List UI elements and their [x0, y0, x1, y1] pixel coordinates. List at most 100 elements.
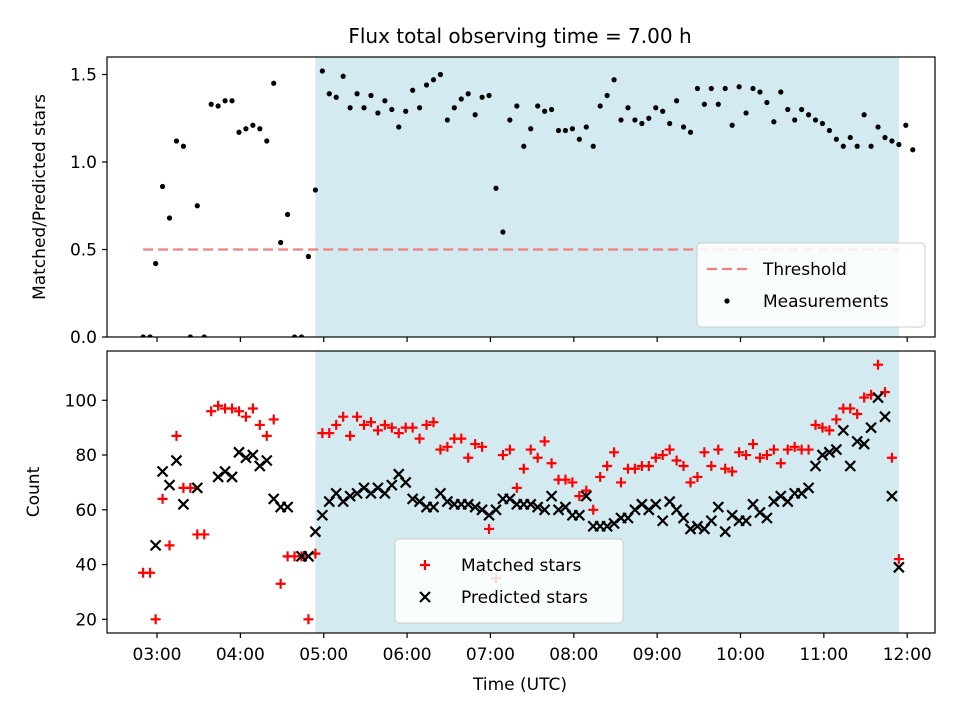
- measurement-point: [868, 143, 874, 149]
- measurement-point: [437, 71, 444, 78]
- matched-point: [227, 403, 238, 414]
- matched-point: [831, 414, 842, 425]
- measurement-point: [514, 103, 520, 109]
- measurement-point: [222, 98, 228, 104]
- predicted-point: [441, 495, 454, 508]
- matched-point: [470, 439, 481, 450]
- matched-point: [518, 463, 529, 474]
- matched-point: [233, 406, 244, 417]
- axes-frame: [106, 350, 936, 634]
- measurement-point: [701, 101, 707, 107]
- measurement-point: [597, 103, 603, 109]
- matched-point: [581, 485, 592, 496]
- measurement-point: [785, 106, 791, 113]
- measurement-point: [354, 91, 360, 97]
- legend: Matched stars Predicted stars: [394, 538, 624, 624]
- matched-point: [463, 452, 474, 463]
- matched-point: [699, 447, 710, 458]
- matched-point: [393, 428, 404, 439]
- measurement-point: [326, 91, 332, 97]
- legend-label: Threshold: [762, 260, 847, 280]
- y-tick-label: 1.5: [70, 66, 97, 86]
- matched-point: [407, 422, 418, 433]
- series-predicted-stars: [149, 391, 905, 574]
- measurement-point: [792, 117, 798, 123]
- legend-label: Measurements: [763, 292, 889, 312]
- measurement-point: [889, 138, 895, 144]
- measurement-point: [194, 203, 200, 209]
- measurement-point: [312, 187, 318, 193]
- measurement-point: [382, 98, 388, 104]
- measurement-point: [764, 99, 770, 106]
- measurement-point: [660, 108, 666, 114]
- matched-point: [324, 428, 335, 439]
- measurement-point: [903, 122, 909, 128]
- x-axis-label: Time (UTC): [472, 675, 567, 695]
- predicted-point: [601, 520, 613, 533]
- measurement-point: [257, 126, 263, 132]
- measurement-point: [687, 129, 694, 135]
- measurement-point: [576, 136, 582, 142]
- measurement-point: [875, 124, 881, 130]
- measurement-point: [465, 91, 471, 97]
- matched-point: [567, 477, 578, 488]
- predicted-point: [302, 550, 315, 563]
- measurement-point: [180, 143, 187, 149]
- matched-point: [435, 444, 446, 455]
- x-tick-label: 04:00: [216, 645, 265, 665]
- matched-point: [859, 392, 870, 403]
- predicted-point: [226, 471, 238, 483]
- measurement-point: [340, 73, 346, 79]
- measurement-point: [618, 117, 624, 123]
- matched-point: [303, 614, 314, 625]
- matched-point: [372, 425, 383, 436]
- predicted-point: [538, 504, 551, 516]
- matched-point: [504, 444, 515, 455]
- measurement-point: [389, 106, 395, 113]
- matched-point: [150, 614, 161, 625]
- measurement-point: [528, 126, 534, 132]
- predicted-point: [684, 523, 697, 535]
- matched-point: [789, 441, 800, 452]
- predicted-point: [149, 539, 162, 552]
- legend-box: [394, 538, 624, 624]
- matched-point: [199, 529, 210, 540]
- predicted-point: [809, 460, 822, 472]
- predicted-point: [177, 498, 190, 511]
- predicted-point: [399, 476, 412, 489]
- matched-point: [477, 441, 488, 452]
- predicted-point: [886, 490, 898, 502]
- matched-point: [782, 444, 793, 455]
- measurement-point: [896, 141, 902, 148]
- measurement-point: [375, 110, 381, 116]
- predicted-point: [580, 490, 593, 502]
- matched-point: [442, 441, 453, 452]
- measurement-point: [500, 229, 506, 235]
- matched-point: [157, 493, 168, 504]
- matched-point: [511, 482, 522, 493]
- matched-point: [775, 458, 786, 469]
- measurement-point: [140, 334, 146, 337]
- measurement-point: [319, 68, 325, 74]
- predicted-point: [830, 443, 843, 456]
- measurement-point: [569, 126, 576, 132]
- chart-title: Flux total observing time = 7.00 h: [348, 24, 691, 48]
- matched-point: [240, 411, 251, 422]
- measurement-point: [715, 101, 721, 107]
- matched-point: [268, 414, 279, 425]
- measurement-point: [271, 80, 277, 86]
- predicted-point: [705, 514, 718, 527]
- measurement-point: [278, 239, 284, 246]
- measurement-point: [729, 122, 735, 128]
- matched-point: [754, 452, 765, 463]
- matched-point: [428, 417, 439, 428]
- measurement-point: [451, 105, 457, 111]
- matched-point: [685, 477, 696, 488]
- matched-point: [616, 477, 627, 488]
- predicted-point: [191, 482, 204, 494]
- predicted-point: [490, 504, 502, 516]
- matched-point: [379, 419, 390, 430]
- x-tick-label: 08:00: [549, 645, 598, 665]
- legend-key-matched: [420, 560, 430, 570]
